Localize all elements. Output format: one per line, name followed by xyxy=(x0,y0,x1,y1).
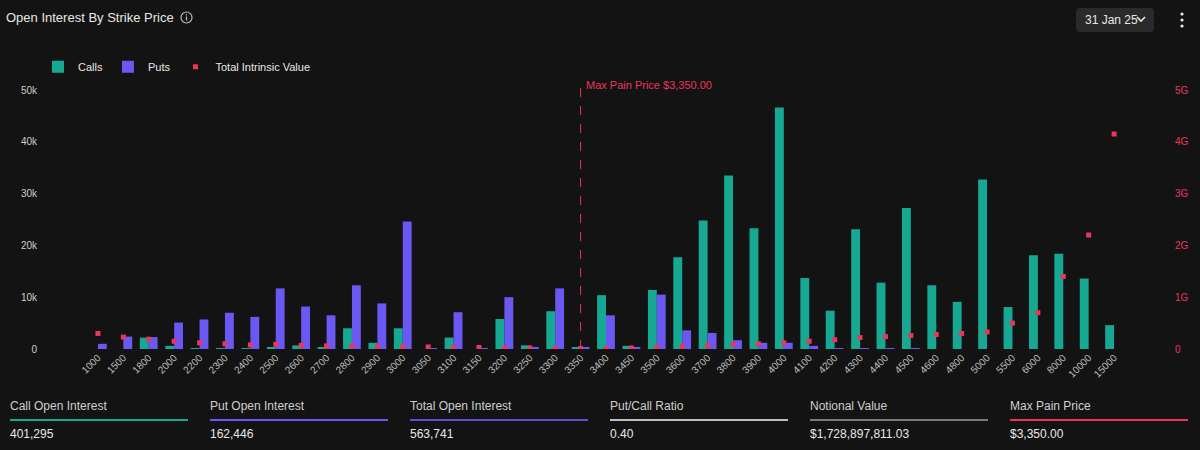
svg-text:3500: 3500 xyxy=(638,352,662,376)
svg-text:3100: 3100 xyxy=(435,352,459,376)
svg-text:2700: 2700 xyxy=(308,352,332,376)
svg-text:3800: 3800 xyxy=(714,352,738,376)
svg-text:3250: 3250 xyxy=(511,352,535,376)
svg-text:4500: 4500 xyxy=(892,352,916,376)
svg-text:2000: 2000 xyxy=(156,352,180,376)
svg-text:3450: 3450 xyxy=(613,352,637,376)
svg-text:Total Intrinsic Value: Total Intrinsic Value xyxy=(215,61,310,73)
svg-text:6000: 6000 xyxy=(1019,352,1043,376)
svg-text:3900: 3900 xyxy=(740,352,764,376)
html-text:$3,350.00: $3,350.00 xyxy=(1010,427,1064,441)
svg-text:4800: 4800 xyxy=(943,352,967,376)
svg-text:10k: 10k xyxy=(21,292,38,303)
svg-text:50k: 50k xyxy=(21,85,38,96)
svg-text:3150: 3150 xyxy=(460,352,484,376)
svg-text:40k: 40k xyxy=(21,136,38,147)
svg-text:3700: 3700 xyxy=(689,352,713,376)
svg-text:5500: 5500 xyxy=(994,352,1018,376)
html-text:Max Pain Price: Max Pain Price xyxy=(1010,399,1091,413)
svg-text:2800: 2800 xyxy=(333,352,357,376)
html-text:Put/Call Ratio: Put/Call Ratio xyxy=(610,399,684,413)
svg-text:3G: 3G xyxy=(1175,188,1189,199)
html-text:Notional Value: Notional Value xyxy=(810,399,888,413)
svg-text:3050: 3050 xyxy=(410,352,434,376)
svg-text:2400: 2400 xyxy=(232,352,256,376)
svg-text:3600: 3600 xyxy=(664,352,688,376)
svg-text:5000: 5000 xyxy=(968,352,992,376)
html-text:Call Open Interest: Call Open Interest xyxy=(10,399,107,413)
svg-text:1800: 1800 xyxy=(130,352,154,376)
svg-text:3300: 3300 xyxy=(537,352,561,376)
svg-text:1G: 1G xyxy=(1175,292,1189,303)
svg-text:5G: 5G xyxy=(1175,85,1189,96)
html-text:Total Open Interest: Total Open Interest xyxy=(410,399,512,413)
svg-text:3000: 3000 xyxy=(384,352,408,376)
svg-text:2300: 2300 xyxy=(206,352,230,376)
svg-text:3200: 3200 xyxy=(486,352,510,376)
svg-text:4300: 4300 xyxy=(841,352,865,376)
html-text:0.40: 0.40 xyxy=(610,427,634,441)
html-text:$1,728,897,811.03: $1,728,897,811.03 xyxy=(810,427,910,441)
svg-text:20k: 20k xyxy=(21,240,38,251)
svg-text:4000: 4000 xyxy=(765,352,789,376)
html-text:401,295: 401,295 xyxy=(10,427,54,441)
svg-text:3400: 3400 xyxy=(587,352,611,376)
svg-text:4G: 4G xyxy=(1175,136,1189,147)
svg-text:3350: 3350 xyxy=(562,352,586,376)
svg-text:2G: 2G xyxy=(1175,240,1189,251)
svg-text:Puts: Puts xyxy=(148,61,171,73)
svg-text:2900: 2900 xyxy=(359,352,383,376)
svg-text:2600: 2600 xyxy=(283,352,307,376)
svg-text:30k: 30k xyxy=(21,188,38,199)
svg-text:Calls: Calls xyxy=(78,61,103,73)
svg-text:0: 0 xyxy=(1175,344,1181,355)
svg-text:15000: 15000 xyxy=(1092,352,1120,380)
html-text:Open Interest By Strike Price: Open Interest By Strike Price xyxy=(6,10,174,25)
svg-text:8000: 8000 xyxy=(1045,352,1069,376)
svg-text:2200: 2200 xyxy=(181,352,205,376)
svg-text:2500: 2500 xyxy=(257,352,281,376)
html-text:162,446: 162,446 xyxy=(210,427,254,441)
svg-text:1500: 1500 xyxy=(105,352,129,376)
html-text:563,741: 563,741 xyxy=(410,427,454,441)
html-text:Put Open Interest: Put Open Interest xyxy=(210,399,305,413)
svg-text:4400: 4400 xyxy=(867,352,891,376)
svg-text:Max Pain Price $3,350.00: Max Pain Price $3,350.00 xyxy=(586,79,712,91)
svg-text:1000: 1000 xyxy=(79,352,103,376)
svg-text:4600: 4600 xyxy=(918,352,942,376)
svg-text:0: 0 xyxy=(31,344,37,355)
html-text:31 Jan 25: 31 Jan 25 xyxy=(1085,13,1138,27)
svg-text:10000: 10000 xyxy=(1066,352,1094,380)
svg-text:4100: 4100 xyxy=(791,352,815,376)
svg-text:4200: 4200 xyxy=(816,352,840,376)
